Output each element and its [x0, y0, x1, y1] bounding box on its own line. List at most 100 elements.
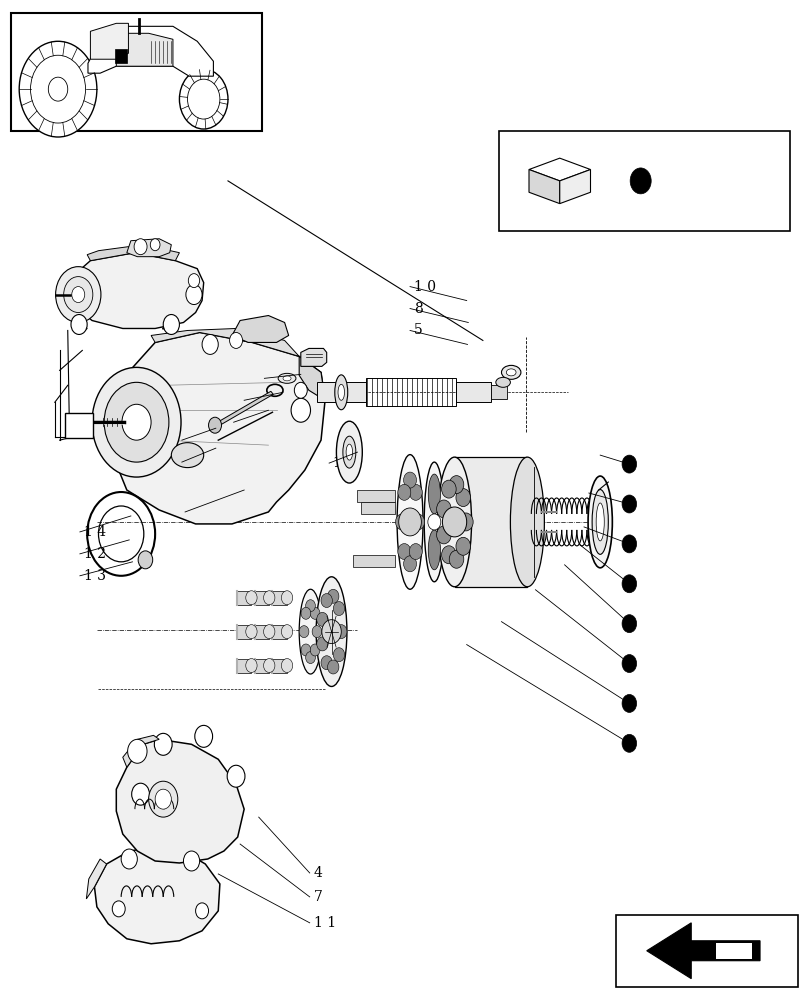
Circle shape [202, 334, 218, 354]
Polygon shape [357, 490, 395, 502]
Ellipse shape [334, 375, 347, 410]
Circle shape [71, 287, 84, 303]
Circle shape [458, 513, 473, 531]
Circle shape [397, 484, 410, 500]
Circle shape [281, 659, 292, 673]
Text: 1 7: 1 7 [333, 456, 355, 470]
Circle shape [290, 398, 310, 422]
Polygon shape [300, 348, 326, 366]
Circle shape [19, 41, 97, 137]
Text: KIT: KIT [550, 170, 569, 179]
Polygon shape [116, 33, 173, 66]
Polygon shape [491, 385, 507, 399]
Polygon shape [559, 170, 590, 204]
Ellipse shape [345, 444, 352, 460]
Circle shape [427, 514, 440, 530]
Ellipse shape [397, 455, 423, 589]
Circle shape [264, 659, 275, 673]
Circle shape [316, 637, 328, 651]
Circle shape [230, 332, 242, 348]
Polygon shape [237, 625, 251, 639]
Polygon shape [116, 739, 244, 863]
Circle shape [409, 544, 422, 560]
Polygon shape [255, 625, 269, 639]
Ellipse shape [587, 476, 611, 568]
Text: 3: 3 [186, 455, 195, 469]
Circle shape [281, 625, 292, 639]
Circle shape [442, 507, 466, 537]
Ellipse shape [437, 457, 471, 587]
Circle shape [195, 725, 212, 747]
Text: 6: 6 [268, 371, 277, 385]
Circle shape [395, 514, 408, 530]
Circle shape [264, 625, 275, 639]
Text: 8: 8 [414, 302, 423, 316]
Circle shape [187, 79, 220, 119]
Polygon shape [528, 170, 559, 204]
Circle shape [138, 551, 152, 569]
Circle shape [148, 781, 178, 817]
Circle shape [621, 575, 636, 593]
Polygon shape [127, 239, 171, 257]
Ellipse shape [501, 365, 521, 379]
Circle shape [335, 625, 346, 639]
Polygon shape [272, 591, 287, 605]
Circle shape [403, 556, 416, 572]
Circle shape [298, 626, 308, 638]
Polygon shape [528, 158, 590, 181]
Circle shape [316, 612, 328, 626]
Circle shape [621, 495, 636, 513]
Circle shape [621, 615, 636, 633]
Circle shape [456, 489, 470, 507]
Text: 5: 5 [414, 323, 423, 337]
Circle shape [333, 648, 344, 662]
Polygon shape [353, 555, 395, 567]
Text: 1 6: 1 6 [248, 393, 270, 407]
Circle shape [310, 607, 320, 619]
Circle shape [621, 734, 636, 752]
Polygon shape [94, 847, 220, 944]
Circle shape [155, 789, 171, 809]
Circle shape [305, 600, 315, 612]
Text: 4: 4 [313, 866, 322, 880]
Polygon shape [232, 316, 288, 342]
Circle shape [31, 55, 85, 123]
Circle shape [294, 382, 307, 398]
Circle shape [305, 652, 315, 664]
Text: 7: 7 [313, 890, 322, 904]
Circle shape [403, 472, 416, 488]
Circle shape [134, 239, 147, 255]
Circle shape [246, 625, 257, 639]
Polygon shape [237, 591, 251, 605]
Text: 1 2: 1 2 [84, 547, 105, 561]
Circle shape [104, 382, 169, 462]
Polygon shape [272, 625, 287, 639]
Circle shape [301, 644, 311, 656]
Circle shape [621, 455, 636, 473]
Circle shape [441, 546, 456, 564]
Circle shape [121, 849, 137, 869]
Text: = 1  5: = 1 5 [658, 174, 700, 188]
Ellipse shape [336, 421, 362, 483]
Ellipse shape [342, 436, 355, 468]
Polygon shape [86, 859, 106, 899]
Circle shape [409, 484, 422, 500]
Text: 1 1: 1 1 [313, 916, 336, 930]
Circle shape [154, 733, 172, 755]
Circle shape [456, 537, 470, 555]
Circle shape [333, 602, 344, 616]
Circle shape [621, 535, 636, 553]
Polygon shape [361, 502, 395, 514]
Ellipse shape [278, 373, 295, 383]
Polygon shape [646, 923, 759, 979]
Ellipse shape [171, 443, 204, 468]
Circle shape [320, 656, 332, 670]
Ellipse shape [423, 462, 444, 582]
Polygon shape [456, 382, 491, 402]
Polygon shape [113, 332, 324, 524]
Circle shape [327, 589, 338, 603]
Ellipse shape [596, 492, 611, 552]
Polygon shape [714, 943, 751, 959]
Circle shape [188, 274, 200, 288]
Circle shape [448, 476, 463, 494]
